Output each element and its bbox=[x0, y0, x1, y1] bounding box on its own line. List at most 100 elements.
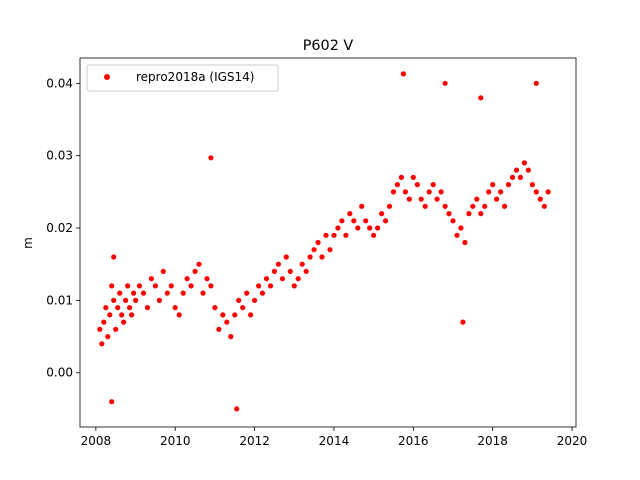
data-point bbox=[327, 247, 333, 253]
x-tick-label: 2010 bbox=[160, 434, 191, 448]
data-point bbox=[438, 189, 444, 195]
data-point bbox=[375, 225, 381, 231]
data-point bbox=[156, 297, 162, 303]
data-point bbox=[279, 276, 285, 282]
data-point bbox=[127, 305, 133, 311]
data-point bbox=[103, 305, 109, 311]
data-point bbox=[402, 189, 408, 195]
data-point bbox=[131, 290, 137, 296]
data-point bbox=[462, 239, 468, 246]
data-point bbox=[204, 276, 210, 282]
data-point bbox=[434, 196, 440, 202]
legend-frame bbox=[86, 64, 279, 92]
data-point bbox=[359, 203, 365, 209]
data-point bbox=[140, 290, 147, 296]
data-point bbox=[319, 254, 325, 260]
data-point bbox=[220, 312, 226, 318]
data-point bbox=[180, 290, 186, 296]
data-points bbox=[97, 71, 551, 412]
data-point bbox=[513, 167, 520, 173]
y-tick-label: 0.04 bbox=[46, 76, 73, 90]
data-point bbox=[458, 225, 464, 231]
data-point bbox=[271, 268, 277, 274]
legend-marker bbox=[104, 74, 110, 80]
data-point bbox=[259, 290, 266, 296]
data-point bbox=[136, 283, 143, 289]
data-point bbox=[390, 189, 397, 195]
data-point bbox=[168, 283, 174, 289]
x-tick-label: 2018 bbox=[477, 434, 508, 448]
legend: repro2018a (IGS14) bbox=[86, 64, 279, 92]
data-point bbox=[410, 174, 416, 180]
data-point bbox=[283, 254, 289, 260]
data-point bbox=[323, 232, 329, 238]
data-point bbox=[212, 305, 218, 311]
data-point bbox=[529, 182, 536, 188]
y-tick-label: 0.00 bbox=[46, 366, 73, 380]
x-axis: 2008 2010 2012 2014 2016 2018 2020 bbox=[81, 427, 587, 448]
data-point bbox=[347, 211, 353, 217]
data-point bbox=[533, 80, 539, 86]
data-point bbox=[343, 232, 349, 238]
data-point bbox=[379, 211, 385, 217]
data-point bbox=[400, 71, 406, 77]
data-point bbox=[275, 261, 281, 267]
data-point bbox=[442, 203, 448, 209]
data-point bbox=[236, 297, 242, 303]
data-point bbox=[172, 305, 178, 311]
data-point bbox=[125, 283, 131, 289]
data-point bbox=[109, 399, 115, 405]
data-point bbox=[474, 196, 480, 202]
data-point bbox=[113, 326, 119, 332]
y-tick-label: 0.03 bbox=[46, 149, 73, 163]
data-point bbox=[541, 203, 547, 209]
y-axis: 0.00 0.01 0.02 0.03 0.04 bbox=[46, 76, 80, 380]
data-point bbox=[422, 203, 428, 209]
x-tick-label: 2014 bbox=[319, 434, 350, 448]
data-point bbox=[117, 290, 123, 296]
data-point bbox=[240, 305, 246, 311]
data-point bbox=[454, 232, 460, 238]
data-point bbox=[184, 276, 190, 282]
data-point bbox=[315, 239, 321, 246]
data-point bbox=[460, 319, 466, 325]
data-point bbox=[446, 211, 452, 217]
y-axis-label: m bbox=[21, 237, 35, 249]
data-point bbox=[232, 312, 238, 318]
y-tick-label: 0.02 bbox=[46, 221, 73, 235]
data-point bbox=[498, 189, 504, 195]
data-point bbox=[99, 341, 105, 347]
data-point bbox=[414, 182, 420, 188]
data-point bbox=[382, 218, 389, 224]
data-point bbox=[109, 283, 115, 289]
y-tick-label: 0.01 bbox=[46, 293, 73, 307]
data-point bbox=[123, 297, 129, 303]
data-point bbox=[244, 290, 250, 296]
data-point bbox=[311, 247, 317, 253]
data-point bbox=[208, 283, 214, 289]
data-point bbox=[133, 297, 139, 303]
data-point bbox=[406, 196, 412, 202]
data-point bbox=[478, 211, 484, 217]
data-point bbox=[252, 297, 258, 303]
data-point bbox=[263, 276, 270, 282]
data-point bbox=[351, 218, 357, 224]
data-point bbox=[224, 319, 230, 325]
data-point bbox=[307, 254, 313, 260]
data-point bbox=[148, 276, 154, 282]
data-point bbox=[335, 225, 341, 231]
data-point bbox=[509, 174, 516, 180]
data-point bbox=[533, 189, 539, 195]
data-point bbox=[256, 283, 262, 289]
data-point bbox=[442, 80, 448, 86]
data-point bbox=[101, 319, 107, 325]
data-point bbox=[355, 225, 361, 231]
data-point bbox=[517, 174, 524, 180]
data-point bbox=[234, 406, 240, 412]
data-point bbox=[196, 261, 202, 267]
data-point bbox=[144, 305, 151, 311]
data-point bbox=[115, 305, 121, 311]
data-point bbox=[363, 218, 369, 224]
data-point bbox=[299, 261, 305, 267]
data-point bbox=[111, 254, 117, 260]
